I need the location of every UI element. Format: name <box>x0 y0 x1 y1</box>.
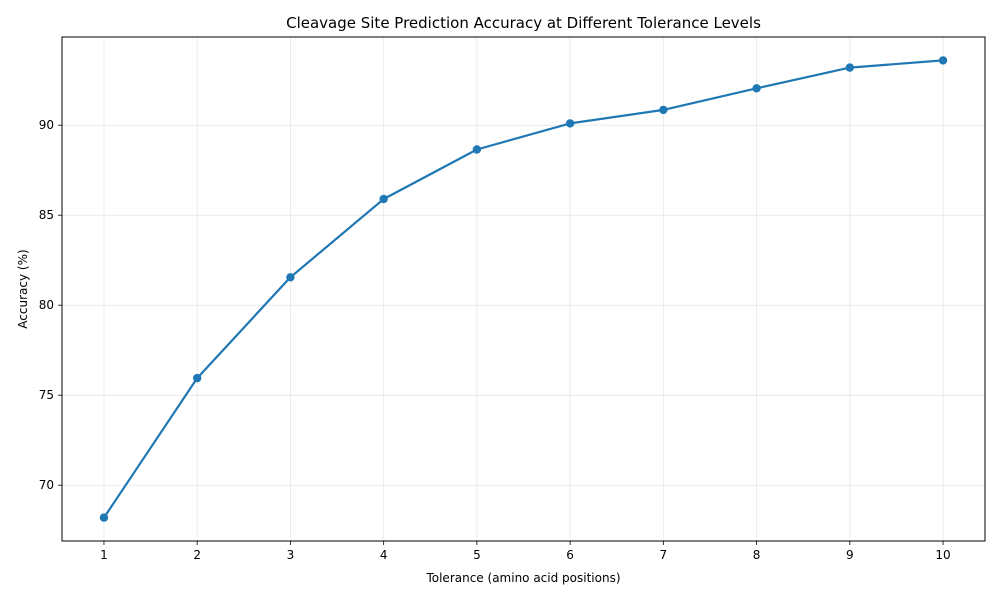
x-tick-label: 10 <box>935 548 950 562</box>
y-tick-label: 80 <box>39 298 54 312</box>
data-point <box>379 194 388 204</box>
y-axis-label: Accuracy (%) <box>16 249 30 328</box>
plot-area <box>99 56 948 522</box>
x-tick-label: 1 <box>100 548 108 562</box>
chart-title: Cleavage Site Prediction Accuracy at Dif… <box>286 14 761 32</box>
data-point <box>192 373 202 383</box>
y-tick-label: 90 <box>39 118 54 132</box>
x-axis-label: Tolerance (amino acid positions) <box>425 571 620 585</box>
axes-frame <box>61 36 986 542</box>
x-tick-label: 3 <box>287 548 295 562</box>
data-point <box>472 145 482 154</box>
x-tick-label: 9 <box>846 548 854 562</box>
data-point <box>938 56 948 65</box>
x-tick-label: 4 <box>380 548 388 562</box>
data-point <box>659 105 668 115</box>
axis-ticks: 1 2 3 4 5 6 7 8 9 10 70 75 80 85 90 <box>39 118 951 562</box>
grid-lines <box>62 37 985 541</box>
x-tick-label: 6 <box>566 548 574 562</box>
y-tick-label: 85 <box>39 208 54 222</box>
data-point <box>845 63 855 72</box>
data-point <box>565 119 575 128</box>
x-tick-label: 7 <box>660 548 668 562</box>
data-point <box>752 84 761 93</box>
y-tick-label: 70 <box>39 478 54 492</box>
x-tick-label: 2 <box>193 548 201 562</box>
y-tick-label: 75 <box>39 388 54 402</box>
x-tick-label: 5 <box>473 548 481 562</box>
data-point <box>99 513 109 522</box>
x-tick-label: 8 <box>753 548 761 562</box>
series-line <box>103 59 944 519</box>
data-point <box>286 273 295 282</box>
